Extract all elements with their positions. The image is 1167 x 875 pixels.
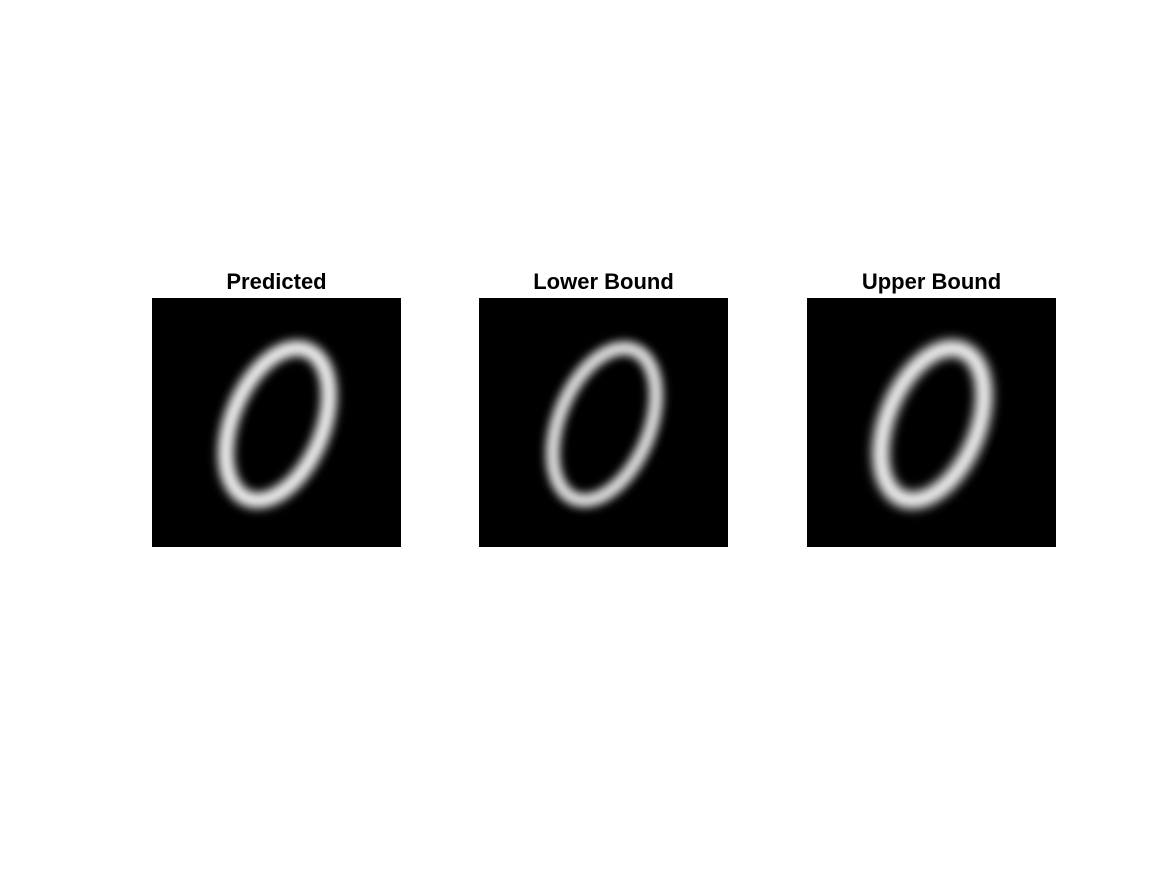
digit-image-upper-bound bbox=[807, 298, 1056, 547]
digit-image-predicted bbox=[152, 298, 401, 547]
panel-predicted: Predicted bbox=[152, 268, 401, 547]
panel-title-upper-bound: Upper Bound bbox=[861, 269, 1002, 294]
panel-upper-bound: Upper Bound bbox=[807, 268, 1056, 547]
panel-title-predicted: Predicted bbox=[226, 269, 327, 294]
digit-image-lower-bound bbox=[479, 298, 728, 547]
panel-lower-bound: Lower Bound bbox=[479, 268, 728, 547]
panel-title-lower-bound: Lower Bound bbox=[533, 269, 674, 294]
